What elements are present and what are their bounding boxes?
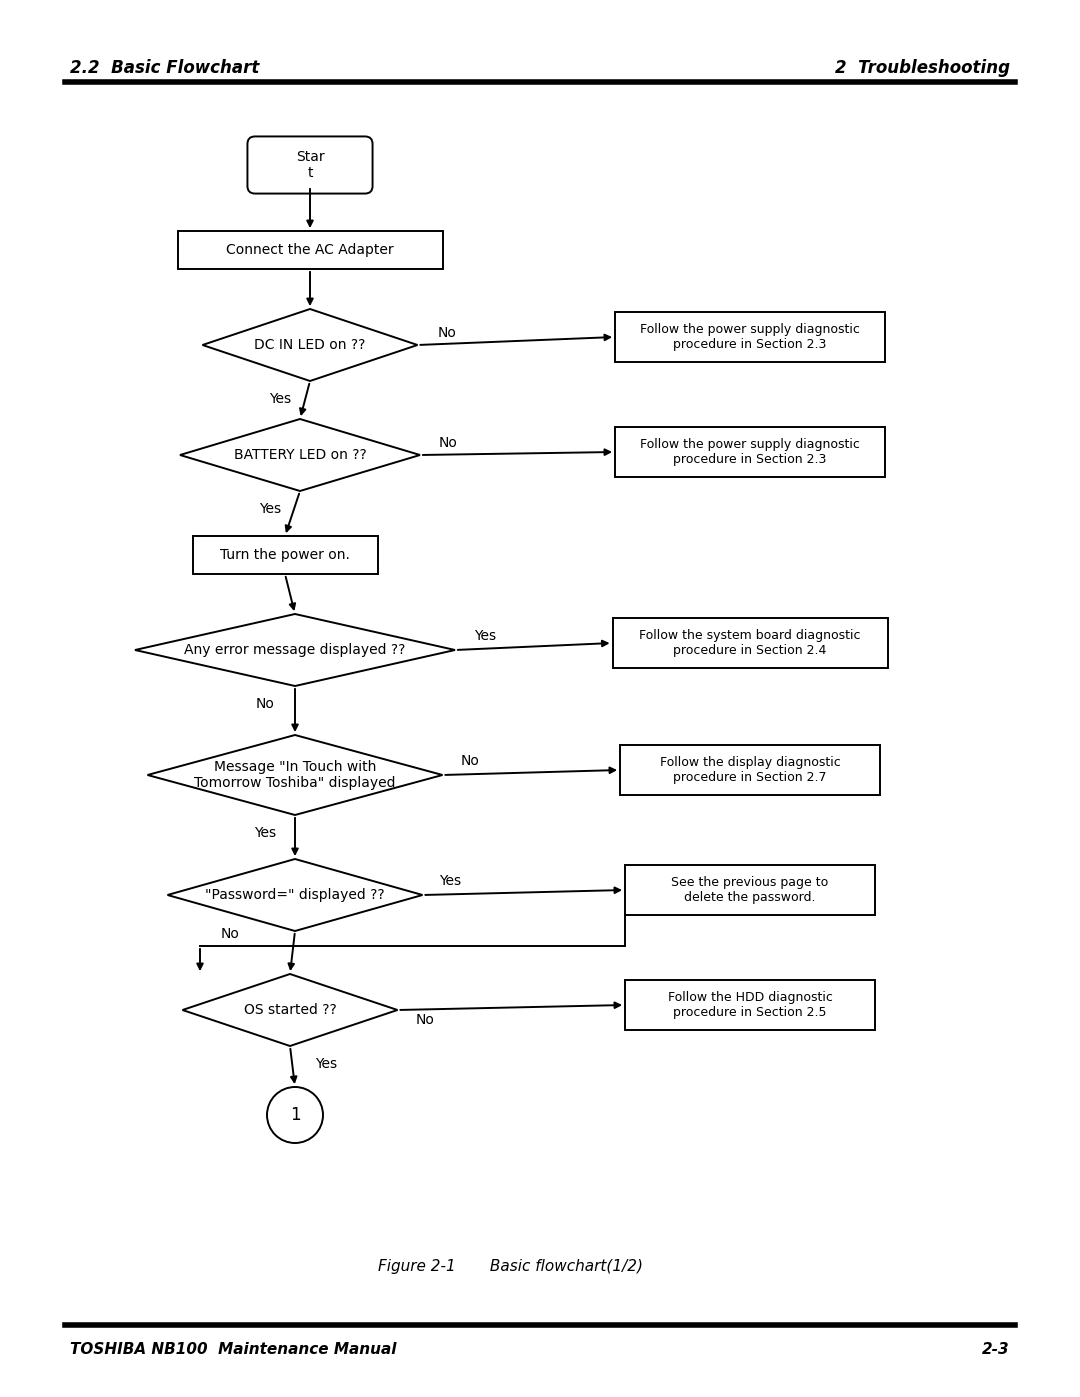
Text: No: No bbox=[220, 928, 240, 942]
Text: TOSHIBA NB100  Maintenance Manual: TOSHIBA NB100 Maintenance Manual bbox=[70, 1341, 396, 1356]
Bar bbox=[192, 536, 378, 574]
Text: Star
t: Star t bbox=[296, 149, 324, 180]
Text: Message "In Touch with
Tomorrow Toshiba" displayed: Message "In Touch with Tomorrow Toshiba"… bbox=[194, 760, 395, 791]
Text: DC IN LED on ??: DC IN LED on ?? bbox=[254, 338, 366, 352]
Bar bbox=[612, 617, 888, 668]
Text: OS started ??: OS started ?? bbox=[244, 1003, 336, 1017]
Text: No: No bbox=[438, 326, 457, 339]
Polygon shape bbox=[180, 419, 420, 490]
Text: 1: 1 bbox=[289, 1106, 300, 1125]
Bar bbox=[625, 865, 875, 915]
Polygon shape bbox=[183, 974, 397, 1046]
Polygon shape bbox=[135, 615, 455, 686]
Text: No: No bbox=[256, 697, 274, 711]
Text: BATTERY LED on ??: BATTERY LED on ?? bbox=[233, 448, 366, 462]
Polygon shape bbox=[203, 309, 418, 381]
Circle shape bbox=[267, 1087, 323, 1143]
Polygon shape bbox=[167, 859, 422, 930]
Bar bbox=[625, 981, 875, 1030]
Text: Yes: Yes bbox=[254, 826, 276, 840]
Text: Yes: Yes bbox=[259, 502, 281, 515]
Text: No: No bbox=[461, 754, 480, 768]
Text: Turn the power on.: Turn the power on. bbox=[220, 548, 350, 562]
Text: 2.2  Basic Flowchart: 2.2 Basic Flowchart bbox=[70, 59, 259, 77]
Bar bbox=[615, 427, 885, 476]
Text: See the previous page to
delete the password.: See the previous page to delete the pass… bbox=[672, 876, 828, 904]
Text: No: No bbox=[438, 436, 458, 450]
Text: Follow the display diagnostic
procedure in Section 2.7: Follow the display diagnostic procedure … bbox=[660, 756, 840, 784]
Text: Follow the power supply diagnostic
procedure in Section 2.3: Follow the power supply diagnostic proce… bbox=[640, 323, 860, 351]
Text: Yes: Yes bbox=[315, 1058, 337, 1071]
Text: Yes: Yes bbox=[269, 393, 292, 407]
Text: 2  Troubleshooting: 2 Troubleshooting bbox=[835, 59, 1010, 77]
Bar bbox=[177, 231, 443, 270]
Bar bbox=[620, 745, 880, 795]
Bar bbox=[615, 312, 885, 362]
Text: Yes: Yes bbox=[440, 875, 461, 888]
Text: Any error message displayed ??: Any error message displayed ?? bbox=[185, 643, 406, 657]
Text: "Password=" displayed ??: "Password=" displayed ?? bbox=[205, 888, 384, 902]
Polygon shape bbox=[148, 735, 443, 814]
Text: 2-3: 2-3 bbox=[983, 1341, 1010, 1356]
Text: Connect the AC Adapter: Connect the AC Adapter bbox=[226, 243, 394, 257]
Text: Follow the power supply diagnostic
procedure in Section 2.3: Follow the power supply diagnostic proce… bbox=[640, 439, 860, 467]
Text: Figure 2-1       Basic flowchart(1/2): Figure 2-1 Basic flowchart(1/2) bbox=[378, 1260, 643, 1274]
FancyBboxPatch shape bbox=[247, 137, 373, 194]
Text: Yes: Yes bbox=[474, 629, 496, 643]
Text: No: No bbox=[416, 1013, 435, 1027]
Text: Follow the HDD diagnostic
procedure in Section 2.5: Follow the HDD diagnostic procedure in S… bbox=[667, 990, 833, 1018]
Text: Follow the system board diagnostic
procedure in Section 2.4: Follow the system board diagnostic proce… bbox=[639, 629, 861, 657]
